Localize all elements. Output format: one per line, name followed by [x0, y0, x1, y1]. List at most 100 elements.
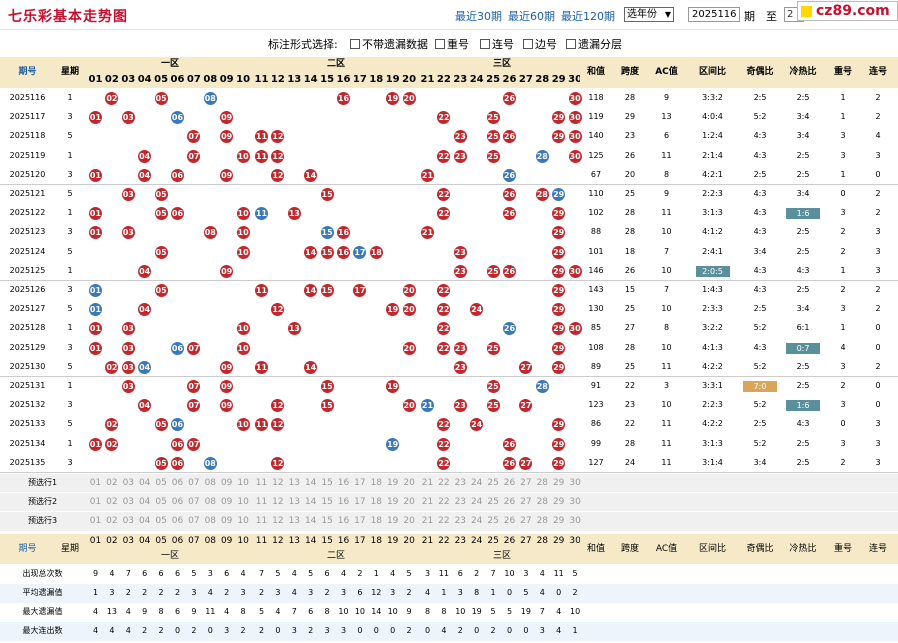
predict-number[interactable]: 03	[122, 497, 135, 508]
predict-number[interactable]: 22	[438, 516, 450, 527]
predict-number[interactable]: 30	[569, 478, 581, 488]
predict-number[interactable]: 22	[438, 497, 450, 508]
predict-number[interactable]: 15	[321, 516, 333, 527]
predict-number[interactable]: 04	[138, 478, 151, 488]
predict-number[interactable]: 10	[237, 497, 249, 508]
predict-number[interactable]: 11	[255, 478, 268, 488]
predict-number[interactable]: 25	[487, 478, 499, 488]
predict-number[interactable]: 22	[438, 478, 450, 488]
predict-number[interactable]: 09	[220, 497, 233, 508]
predict-number[interactable]: 02	[106, 516, 118, 527]
predict-number[interactable]: 01	[89, 497, 102, 508]
predict-number[interactable]: 06	[171, 516, 184, 527]
predict-number[interactable]: 11	[255, 497, 268, 508]
predict-number[interactable]: 11	[255, 516, 268, 527]
predict-number[interactable]: 20	[403, 516, 415, 527]
predict-number[interactable]: 06	[171, 478, 184, 488]
predict-number[interactable]: 19	[386, 497, 399, 508]
predict-number[interactable]: 24	[470, 516, 483, 527]
predict-number[interactable]: 07	[188, 497, 200, 508]
option-layer[interactable]: 遗漏分层	[566, 36, 622, 52]
option-consecutive[interactable]: 连号	[480, 36, 514, 52]
recent-60-link[interactable]: 最近60期	[508, 10, 555, 23]
predict-number[interactable]: 08	[204, 497, 217, 508]
issue-header[interactable]: 期号	[0, 57, 55, 88]
predict-number[interactable]: 28	[536, 478, 549, 488]
predict-number[interactable]: 04	[138, 516, 151, 527]
issue-header-footer[interactable]: 期号	[0, 533, 55, 564]
predict-number[interactable]: 09	[220, 516, 233, 527]
checkbox-icon[interactable]	[435, 39, 445, 49]
predict-number[interactable]: 16	[337, 516, 350, 527]
option-edge[interactable]: 边号	[523, 36, 557, 52]
predict-number[interactable]: 14	[304, 478, 317, 488]
predict-number[interactable]: 20	[403, 478, 415, 488]
predict-number[interactable]: 10	[237, 516, 249, 527]
recent-30-link[interactable]: 最近30期	[455, 10, 502, 23]
predict-number[interactable]: 13	[288, 516, 301, 527]
predict-number[interactable]: 16	[337, 478, 350, 488]
predict-number[interactable]: 13	[288, 478, 301, 488]
predict-number[interactable]: 21	[421, 478, 434, 488]
predict-number[interactable]: 14	[304, 516, 317, 527]
predict-number[interactable]: 27	[520, 516, 532, 527]
predict-number[interactable]: 16	[337, 497, 350, 508]
predict-number[interactable]: 03	[122, 516, 135, 527]
predict-number[interactable]: 04	[138, 497, 151, 508]
predict-number[interactable]: 18	[370, 478, 383, 488]
year-select[interactable]: 选年份 ▼	[624, 7, 674, 22]
predict-number[interactable]: 05	[155, 478, 167, 488]
predict-number[interactable]: 27	[520, 478, 532, 488]
predict-number[interactable]: 05	[155, 516, 167, 527]
predict-number[interactable]: 23	[454, 478, 467, 488]
predict-number[interactable]: 05	[155, 497, 167, 508]
predict-number[interactable]: 25	[487, 497, 499, 508]
predict-number[interactable]: 30	[569, 497, 581, 508]
predict-number[interactable]: 01	[89, 516, 102, 527]
predict-number[interactable]: 17	[354, 516, 366, 527]
predict-number[interactable]: 21	[421, 516, 434, 527]
predict-number[interactable]: 12	[272, 516, 284, 527]
predict-number[interactable]: 02	[106, 497, 118, 508]
predict-number[interactable]: 30	[569, 516, 581, 527]
predict-number[interactable]: 06	[171, 497, 184, 508]
predict-number[interactable]: 29	[552, 516, 565, 527]
predict-number[interactable]: 28	[536, 516, 549, 527]
predict-number[interactable]: 29	[552, 478, 565, 488]
predict-number[interactable]: 19	[386, 516, 399, 527]
predict-number[interactable]: 18	[370, 497, 383, 508]
predict-number[interactable]: 20	[403, 497, 415, 508]
predict-number[interactable]: 23	[454, 497, 467, 508]
predict-number[interactable]: 24	[470, 497, 483, 508]
predict-number[interactable]: 21	[421, 497, 434, 508]
predict-number[interactable]: 26	[503, 516, 516, 527]
from-issue-input[interactable]: 2025116	[688, 7, 740, 22]
predict-number[interactable]: 10	[237, 478, 249, 488]
predict-number[interactable]: 26	[503, 497, 516, 508]
predict-number[interactable]: 19	[386, 478, 399, 488]
option-no-miss[interactable]: 不带遗漏数据	[350, 36, 428, 52]
predict-number[interactable]: 29	[552, 497, 565, 508]
predict-number[interactable]: 12	[272, 478, 284, 488]
predict-number[interactable]: 13	[288, 497, 301, 508]
checkbox-icon[interactable]	[480, 39, 490, 49]
predict-number[interactable]: 23	[454, 516, 467, 527]
predict-number[interactable]: 17	[354, 497, 366, 508]
predict-number[interactable]: 03	[122, 478, 135, 488]
predict-number[interactable]: 08	[204, 516, 217, 527]
checkbox-icon[interactable]	[566, 39, 576, 49]
predict-number[interactable]: 07	[188, 516, 200, 527]
predict-number[interactable]: 27	[520, 497, 532, 508]
predict-number[interactable]: 12	[272, 497, 284, 508]
predict-number[interactable]: 14	[304, 497, 317, 508]
checkbox-icon[interactable]	[350, 39, 360, 49]
predict-number[interactable]: 15	[321, 478, 333, 488]
predict-number[interactable]: 01	[89, 478, 102, 488]
predict-number[interactable]: 09	[220, 478, 233, 488]
option-repeat[interactable]: 重号	[435, 36, 469, 52]
predict-number[interactable]: 17	[354, 478, 366, 488]
predict-number[interactable]: 25	[487, 516, 499, 527]
predict-number[interactable]: 15	[321, 497, 333, 508]
predict-number[interactable]: 24	[470, 478, 483, 488]
predict-number[interactable]: 07	[188, 478, 200, 488]
